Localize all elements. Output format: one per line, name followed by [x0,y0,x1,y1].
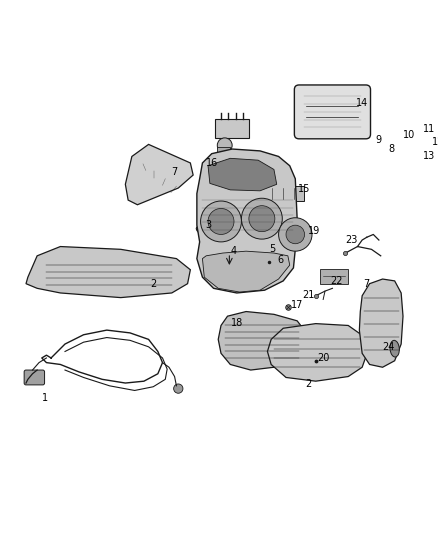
Text: 20: 20 [317,353,329,363]
Circle shape [217,138,232,153]
Polygon shape [208,158,277,191]
Polygon shape [359,279,403,367]
Bar [215,119,249,138]
Circle shape [201,201,241,242]
Text: 9: 9 [376,135,382,145]
Text: 18: 18 [231,318,243,328]
Text: 1: 1 [42,393,48,403]
FancyBboxPatch shape [24,370,45,385]
Polygon shape [218,311,307,370]
Circle shape [279,218,312,251]
Bar [263,186,304,201]
Circle shape [241,198,283,239]
Polygon shape [238,253,265,266]
Text: 16: 16 [205,158,218,168]
Circle shape [208,208,234,235]
Text: 4: 4 [231,246,237,256]
Polygon shape [26,247,191,297]
Polygon shape [125,144,193,205]
Circle shape [249,206,275,232]
Text: 6: 6 [277,255,283,265]
Bar [217,147,230,155]
Text: 7: 7 [171,167,178,177]
Text: 10: 10 [403,130,415,140]
Text: 13: 13 [423,151,435,161]
FancyBboxPatch shape [294,85,371,139]
Text: 3: 3 [205,220,211,230]
Text: 7: 7 [364,279,370,289]
Bar [320,269,348,284]
Polygon shape [197,149,297,293]
Text: 12: 12 [432,136,438,147]
Text: 19: 19 [308,226,320,236]
Text: 21: 21 [302,290,314,300]
Text: 11: 11 [423,124,435,134]
Polygon shape [268,324,368,381]
Text: 22: 22 [330,276,343,286]
Text: 5: 5 [269,244,275,254]
Text: 17: 17 [291,300,304,310]
Text: 24: 24 [382,342,394,352]
Circle shape [173,384,183,393]
Ellipse shape [196,226,212,236]
Circle shape [286,225,304,244]
Text: 2: 2 [150,279,156,289]
Text: 2: 2 [305,379,311,389]
Text: 15: 15 [298,184,311,194]
Polygon shape [202,251,290,292]
Text: 14: 14 [356,98,368,108]
Ellipse shape [390,341,399,357]
Text: 23: 23 [345,235,357,245]
Text: 8: 8 [389,144,395,154]
